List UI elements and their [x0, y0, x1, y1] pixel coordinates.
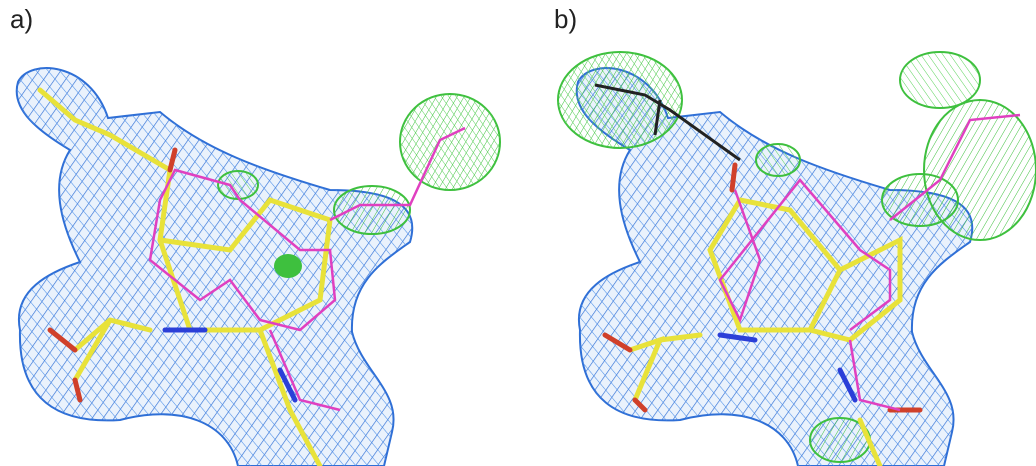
mesh [17, 68, 413, 466]
panel-b [558, 52, 1036, 466]
density-maps [0, 0, 1036, 466]
panel-label: b) [554, 4, 577, 35]
figure: a) b) [0, 0, 1036, 466]
panel-label: a) [10, 4, 33, 35]
panel-a [17, 68, 500, 466]
